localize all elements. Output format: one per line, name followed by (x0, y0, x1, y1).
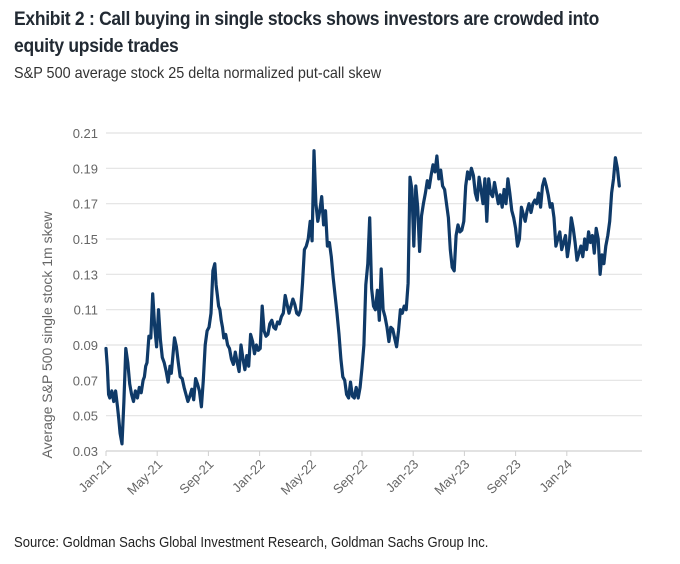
y-tick-label: 0.09 (73, 338, 98, 353)
y-tick-label: 0.17 (73, 197, 98, 212)
x-tick-label: Sep-21 (176, 457, 216, 497)
y-axis-label: Average S&P 500 single stock 1m skew (39, 211, 55, 459)
chart-title: Exhibit 2 : Call buying in single stocks… (14, 9, 599, 57)
y-tick-label: 0.15 (73, 232, 98, 247)
x-tick-label: Sep-22 (330, 457, 370, 497)
y-tick-label: 0.11 (74, 303, 98, 318)
y-tick-label: 0.19 (73, 161, 98, 176)
y-tick-label: 0.21 (73, 126, 98, 141)
y-tick-label: 0.05 (73, 409, 98, 424)
series-line (104, 149, 621, 446)
y-axis-ticks: 0.21 0.19 0.17 0.15 0.13 0.11 0.09 0.07 0.05 0.03 (73, 126, 98, 459)
gridlines (106, 132, 642, 452)
y-tick-label: 0.03 (73, 444, 98, 459)
source-note: Source: Goldman Sachs Global Investment … (14, 535, 489, 551)
x-tick-label: Sep-23 (483, 457, 523, 497)
x-tick-label: Jan-22 (229, 457, 268, 496)
series-group (104, 149, 621, 446)
line-chart: 0.21 0.19 0.17 0.15 0.13 0.11 0.09 0.07 0.05 0.03… (39, 126, 642, 498)
x-tick-label: Jan-23 (383, 457, 422, 496)
x-tick-label: Jan-21 (75, 457, 114, 496)
chart-subtitle: S&P 500 average stock 25 delta normalize… (14, 65, 382, 82)
x-axis: Jan-21 May-21 Sep-21 Jan-22 May-22 Sep-22 Jan-… (75, 451, 575, 498)
x-tick-label: May-21 (124, 457, 165, 498)
y-tick-label: 0.07 (73, 373, 98, 388)
x-tick-label: Jan-24 (536, 457, 575, 496)
x-tick-label: May-23 (431, 457, 472, 498)
x-tick-label: May-22 (278, 457, 319, 498)
y-tick-label: 0.13 (73, 267, 98, 282)
